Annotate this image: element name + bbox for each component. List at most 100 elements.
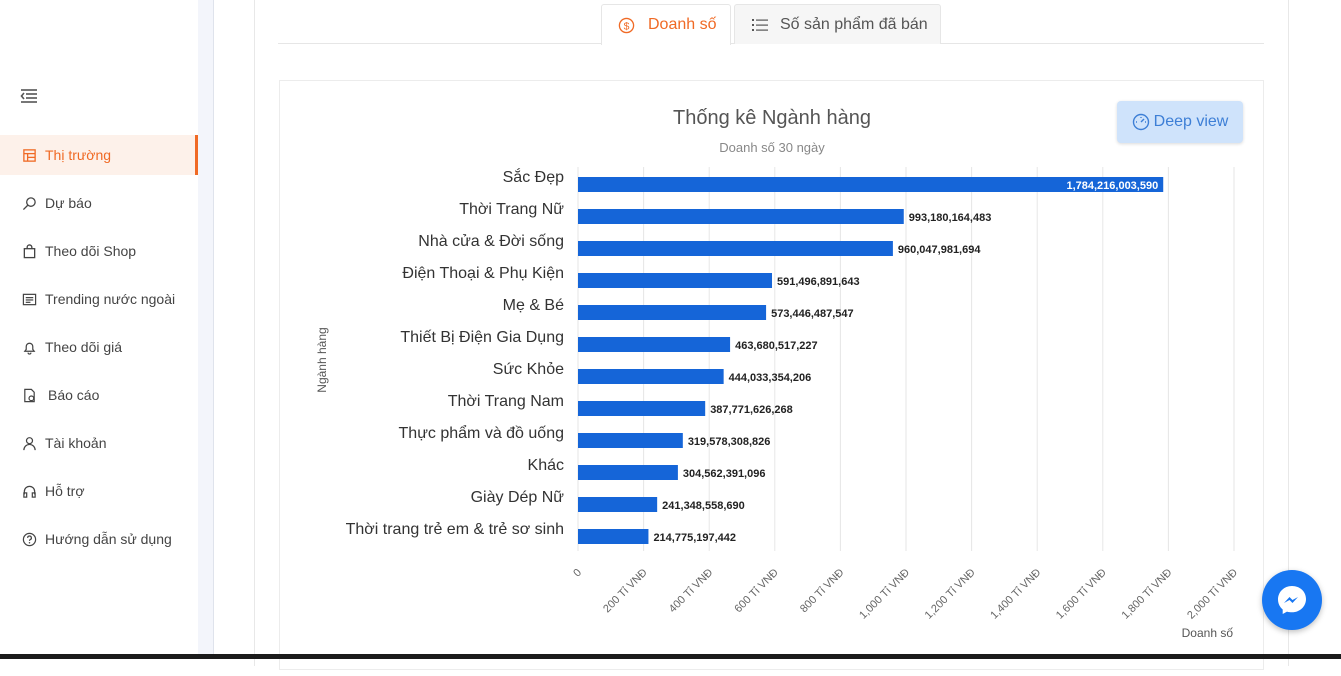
sidebar-item-label: Theo dõi giá — [45, 339, 123, 355]
gauge-icon — [1132, 113, 1149, 131]
sidebar-item-label: Hướng dẫn sử dụng — [45, 531, 172, 547]
bar-chart: Thống kê Ngành hàng Doanh số 30 ngày Sắc Đ… — [315, 107, 1240, 640]
chart-container: Thống kê Ngành hàng Doanh số 30 ngày Sắc Đ… — [279, 80, 1264, 670]
category-label: Thiết Bị Điện Gia Dụng — [400, 329, 564, 346]
x-tick-label: 1,200 Tỉ VNĐ — [923, 567, 978, 622]
sidebar-item-tai-khoan[interactable]: Tài khoản — [0, 419, 198, 467]
main-content: $ Doanh số Số sản phẩm đã bán Thống kê N… — [214, 0, 1341, 670]
category-label: Thời trang trẻ em & trẻ sơ sinh — [346, 521, 564, 538]
trending-icon — [21, 291, 37, 307]
messenger-button[interactable] — [1262, 570, 1322, 630]
bar — [578, 305, 767, 320]
category-label: Thực phẩm và đồ uống — [399, 424, 564, 442]
bar — [578, 241, 893, 256]
x-tick-label: 400 Tỉ VNĐ — [667, 567, 716, 616]
sidebar-item-du-bao[interactable]: Dự báo — [0, 179, 198, 227]
list-icon — [752, 18, 768, 32]
messenger-icon — [1278, 586, 1306, 614]
bar — [578, 337, 731, 352]
sidebar-item-bao-cao[interactable]: Báo cáo — [0, 371, 198, 419]
sidebar-item-huong-dan[interactable]: Hướng dẫn sử dụng — [0, 515, 198, 563]
tab-sold[interactable]: Số sản phẩm đã bán — [734, 4, 941, 44]
bar — [578, 273, 773, 288]
sidebar-item-label: Trending nước ngoài — [45, 291, 176, 307]
sidebar-item-label: Thị trường — [45, 147, 112, 163]
sidebar-item-label: Hỗ trợ — [45, 483, 85, 499]
bar — [578, 369, 724, 384]
x-tick-label: 600 Tỉ VNĐ — [732, 567, 781, 616]
y-axis-label: Ngành hàng — [315, 327, 329, 392]
deep-view-label: Deep view — [1153, 113, 1229, 130]
store-icon — [21, 147, 37, 163]
help-icon — [21, 531, 37, 547]
sidebar: Thị trường Dự báo Theo dõi Shop Trending… — [0, 0, 198, 562]
sidebar-item-ho-tro[interactable]: Hỗ trợ — [0, 467, 198, 515]
scrollbar[interactable] — [1325, 0, 1341, 654]
data-label: 591,496,891,643 — [777, 276, 860, 288]
x-axis-label: Doanh số — [1182, 626, 1234, 640]
sidebar-item-label: Tài khoản — [45, 435, 107, 451]
svg-text:$: $ — [624, 21, 630, 32]
category-label: Khác — [528, 457, 564, 474]
tab-label: Số sản phẩm đã bán — [780, 15, 928, 33]
deep-view-button[interactable]: Deep view — [1117, 101, 1243, 143]
x-tick-label: 2,000 Tỉ VNĐ — [1185, 567, 1240, 622]
x-tick-label: 800 Tỉ VNĐ — [798, 567, 847, 616]
data-label: 444,033,354,206 — [729, 372, 812, 384]
sidebar-item-thi-truong[interactable]: Thị trường — [0, 135, 198, 175]
dollar-circle-icon: $ — [618, 17, 635, 34]
category-label: Sắc Đẹp — [503, 167, 564, 186]
sidebar-item-theo-doi-shop[interactable]: Theo dõi Shop — [0, 227, 198, 275]
sidebar-item-theo-doi-gia[interactable]: Theo dõi giá — [0, 323, 198, 371]
category-label: Giày Dép Nữ — [471, 489, 565, 506]
data-label: 1,784,216,003,590 — [1066, 180, 1158, 192]
bar — [578, 433, 683, 448]
data-label: 463,680,517,227 — [735, 340, 818, 352]
category-label: Sức Khỏe — [493, 361, 564, 378]
data-label: 304,562,391,096 — [683, 468, 766, 480]
tab-bar: $ Doanh số Số sản phẩm đã bán — [278, 4, 1264, 45]
chart-title: Thống kê Ngành hàng — [673, 107, 871, 129]
category-label: Thời Trang Nữ — [459, 201, 564, 218]
sidebar-item-label: Theo dõi Shop — [45, 243, 137, 259]
menu-toggle-icon[interactable] — [20, 88, 40, 106]
bell-icon — [21, 339, 37, 355]
headset-icon — [21, 483, 37, 499]
data-label: 319,578,308,826 — [688, 436, 771, 448]
x-tick-label: 200 Tỉ VNĐ — [601, 567, 650, 616]
x-tick-label: 0 — [571, 567, 584, 580]
data-label: 214,775,197,442 — [653, 532, 736, 544]
data-label: 960,047,981,694 — [898, 244, 981, 256]
tab-revenue[interactable]: $ Doanh số — [601, 4, 731, 45]
search-icon — [21, 195, 37, 211]
bar — [578, 529, 649, 544]
content-panel — [254, 0, 1289, 666]
x-tick-label: 1,600 Tỉ VNĐ — [1054, 567, 1109, 622]
data-label: 241,348,558,690 — [662, 500, 745, 512]
bar — [578, 209, 904, 224]
sidebar-nav: Thị trường Dự báo Theo dõi Shop Trending… — [0, 135, 198, 563]
category-label: Nhà cửa & Đời sống — [418, 233, 564, 250]
tab-label: Doanh số — [648, 16, 717, 33]
data-label: 387,771,626,268 — [710, 404, 793, 416]
bar — [578, 401, 706, 416]
data-label: 573,446,487,547 — [771, 308, 854, 320]
report-icon — [21, 387, 37, 403]
category-label: Điện Thoại & Phụ Kiện — [402, 265, 564, 282]
user-icon — [21, 435, 37, 451]
x-tick-label: 1,000 Tỉ VNĐ — [857, 567, 912, 622]
shopping-bag-icon — [21, 243, 37, 259]
sidebar-item-label: Dự báo — [45, 195, 92, 211]
divider — [213, 0, 214, 659]
taskbar — [0, 654, 1341, 659]
sidebar-item-label: Báo cáo — [48, 387, 100, 403]
sidebar-gutter — [198, 0, 214, 659]
bar — [578, 465, 678, 480]
bar — [578, 177, 1164, 192]
chart-subtitle: Doanh số 30 ngày — [719, 140, 825, 155]
sidebar-item-trending[interactable]: Trending nước ngoài — [0, 275, 198, 323]
bar — [578, 497, 658, 512]
x-tick-label: 1,400 Tỉ VNĐ — [988, 567, 1043, 622]
category-label: Thời Trang Nam — [448, 393, 564, 410]
data-label: 993,180,164,483 — [909, 212, 992, 224]
